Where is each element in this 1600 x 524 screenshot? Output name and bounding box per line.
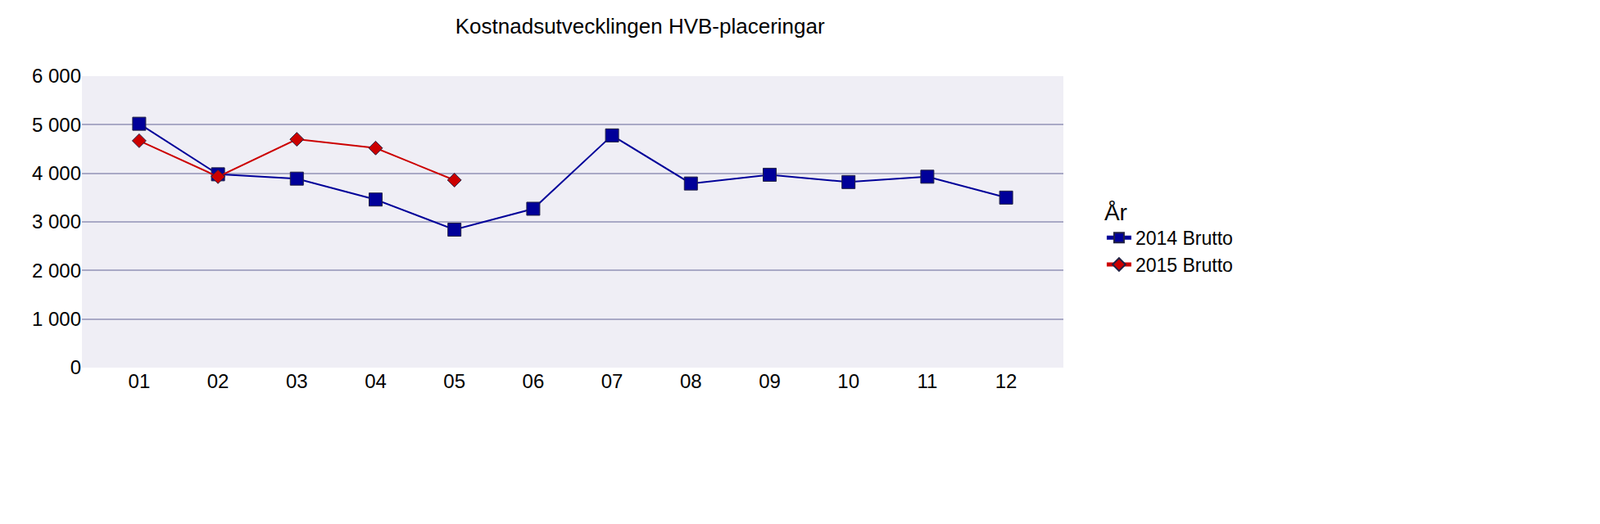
svg-text:09: 09 xyxy=(758,370,781,393)
svg-text:2014 Brutto: 2014 Brutto xyxy=(1135,227,1233,250)
svg-text:2015 Brutto: 2015 Brutto xyxy=(1135,254,1233,277)
svg-text:05: 05 xyxy=(443,370,466,393)
svg-text:2 000: 2 000 xyxy=(31,259,82,282)
svg-text:04: 04 xyxy=(364,370,387,393)
svg-text:12: 12 xyxy=(995,370,1018,393)
svg-text:1 000: 1 000 xyxy=(31,308,82,331)
svg-text:08: 08 xyxy=(679,370,703,393)
svg-text:0: 0 xyxy=(70,356,82,379)
svg-text:6 000: 6 000 xyxy=(31,64,82,87)
svg-text:4 000: 4 000 xyxy=(31,162,82,185)
svg-text:11: 11 xyxy=(916,370,938,393)
svg-text:07: 07 xyxy=(601,370,624,393)
svg-text:5 000: 5 000 xyxy=(31,113,82,136)
svg-text:3 000: 3 000 xyxy=(31,210,82,233)
svg-text:01: 01 xyxy=(128,370,151,393)
svg-text:År: År xyxy=(1104,199,1128,226)
svg-text:03: 03 xyxy=(285,370,309,393)
svg-text:10: 10 xyxy=(837,370,860,393)
svg-text:06: 06 xyxy=(522,370,545,393)
svg-text:02: 02 xyxy=(207,370,230,393)
svg-text:Kostnadsutvecklingen HVB-place: Kostnadsutvecklingen HVB-placeringar xyxy=(455,13,825,39)
